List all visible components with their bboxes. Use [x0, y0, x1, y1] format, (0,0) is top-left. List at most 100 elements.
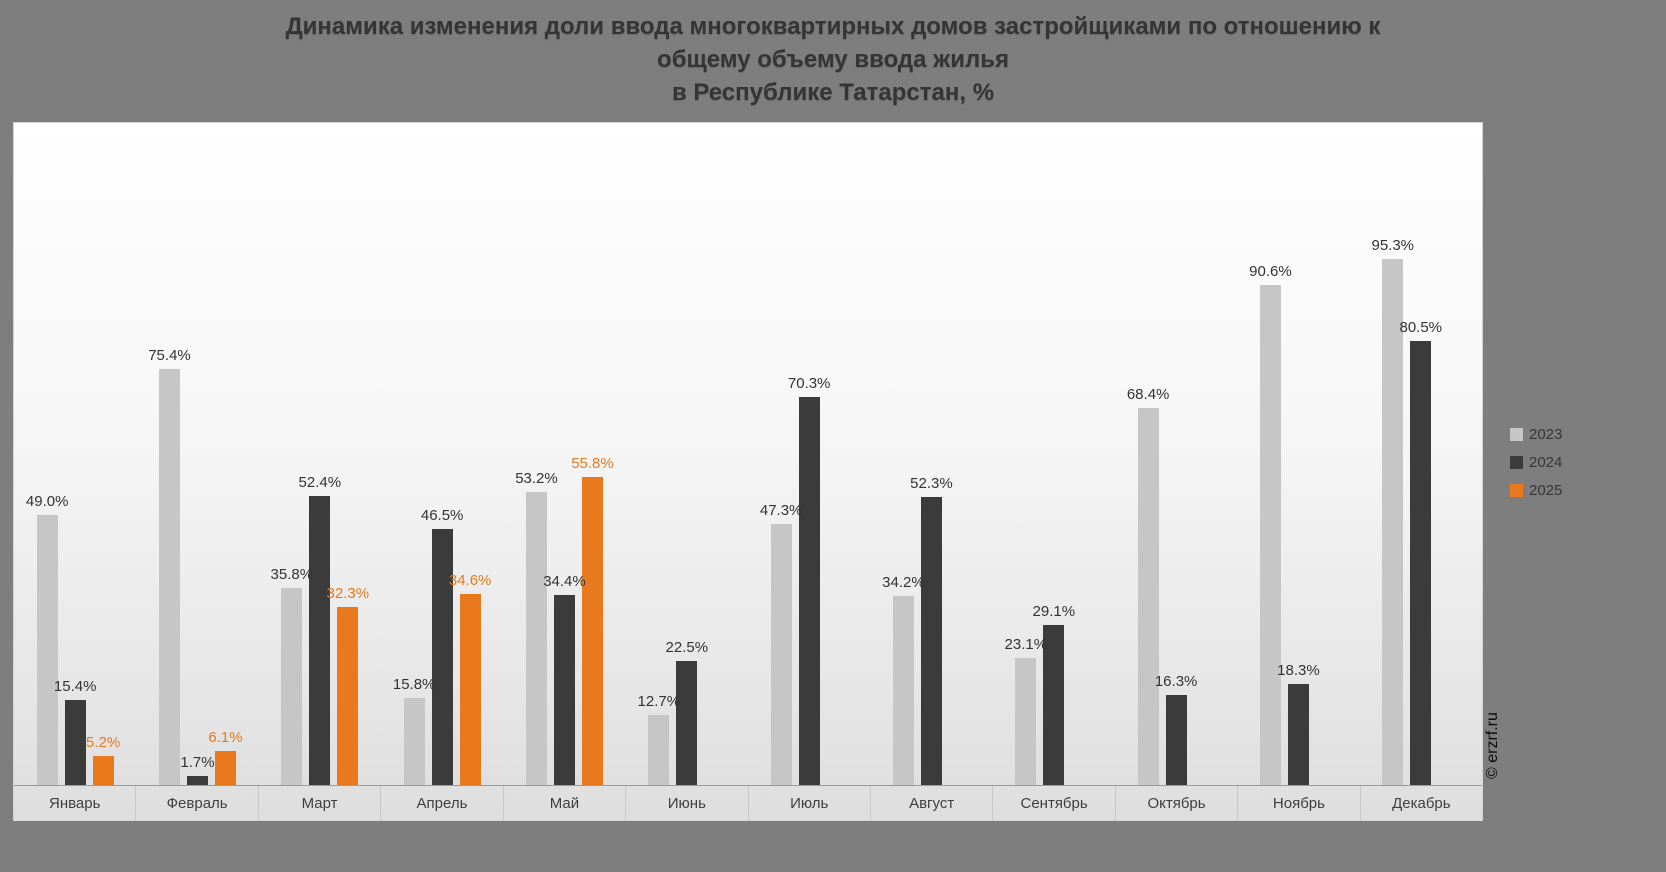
bar-2023: [1137, 407, 1159, 785]
bar-value-label: 70.3%: [787, 375, 831, 393]
bar-2024: [798, 397, 820, 785]
bar-slot: 18.3%: [1277, 123, 1320, 785]
x-axis-label: Август: [869, 786, 992, 821]
bar-2023: [1382, 259, 1404, 785]
bar-value-label: 52.3%: [910, 474, 953, 492]
bar-slot: 34.6%: [449, 123, 491, 785]
bar-slot: 35.8%: [271, 123, 313, 785]
bar-value-label: 5.2%: [86, 734, 121, 752]
category-group-Март: 35.8% 52.4% 32.3%: [259, 123, 381, 785]
bar-2023: [158, 369, 180, 785]
bar-slot: [1068, 123, 1096, 785]
bar-2024: [1410, 340, 1432, 785]
x-axis-label: Январь: [49, 795, 101, 812]
bar-2023: [648, 714, 670, 785]
x-axis-label: Сентябрь: [992, 786, 1114, 821]
bar-value-label: 12.7%: [637, 692, 681, 710]
bar-slot: 22.5%: [666, 123, 708, 785]
bar-value-label: 55.8%: [571, 455, 614, 473]
category-group-Октябрь: 68.4% 16.3%: [1115, 123, 1237, 785]
bar-value-label: 47.3%: [759, 502, 803, 520]
bar-value-label: 49.0%: [25, 492, 69, 510]
bar-value-label: 68.4%: [1126, 385, 1170, 403]
bar-value-label: 75.4%: [148, 347, 191, 364]
bar-2023: [1259, 285, 1281, 785]
bar-value-label: 1.7%: [180, 753, 215, 771]
category-group-Апрель: 15.8% 46.5% 34.6%: [381, 123, 503, 785]
x-axis-label: Декабрь: [1359, 786, 1482, 821]
bar-slot: 95.3%: [1371, 123, 1414, 785]
bar-value-label: 23.1%: [1004, 635, 1048, 653]
legend-label: 2023: [1529, 426, 1563, 443]
bar-2024: [676, 660, 698, 785]
bar-2024: [64, 700, 86, 785]
bar-value-label: 35.8%: [270, 565, 314, 583]
bar-slot: 12.7%: [638, 123, 680, 785]
bar-slot: 46.5%: [421, 123, 463, 785]
bar-value-label: 80.5%: [1399, 318, 1443, 336]
bar-slot: 70.3%: [788, 123, 830, 785]
bar-2024: [309, 495, 331, 785]
bar-2024: [186, 775, 208, 785]
legend-item-2023: 2023: [1510, 426, 1562, 443]
bar-slot: 52.4%: [299, 123, 341, 785]
x-axis-label: Май: [502, 786, 625, 821]
bar-value-label: 22.5%: [665, 638, 709, 656]
bar-slot: 55.8%: [571, 123, 614, 785]
legend-label: 2024: [1529, 454, 1563, 471]
x-axis-label: Февраль: [135, 786, 257, 821]
bar-groups: 49.0% 15.4% 5.2% 75.4% 1.7% 6.1% 35.8% 52.4% 32.…: [14, 123, 1482, 785]
bar-2023: [36, 514, 58, 785]
bar-value-label: 34.6%: [448, 572, 492, 590]
legend-swatch-icon: [1510, 456, 1523, 469]
bar-2025: [581, 477, 603, 785]
bar-value-label: 29.1%: [1032, 602, 1076, 620]
bar-slot: 15.8%: [393, 123, 435, 785]
x-axis-label: Апрель: [380, 786, 502, 821]
bar-2023: [1015, 657, 1037, 785]
legend-swatch-icon: [1510, 484, 1523, 497]
x-axis: Январь Февраль Март Апрель Май Июнь Июль Август…: [14, 785, 1482, 821]
bar-2023: [525, 491, 547, 785]
watermark: © erzrf.ru: [1484, 712, 1501, 779]
bar-value-label: 52.4%: [298, 473, 342, 491]
bar-value-label: 15.8%: [392, 675, 436, 693]
bar-value-label: 34.4%: [543, 573, 586, 591]
bar-slot: 15.4%: [54, 123, 96, 785]
chart-title-line1: Динамика изменения доли ввода многокварт…: [285, 13, 1381, 40]
bar-slot: 23.1%: [1005, 123, 1047, 785]
bar-2024: [1165, 695, 1187, 785]
bar-2024: [553, 595, 575, 785]
legend-item-2024: 2024: [1510, 454, 1562, 471]
bar-2024: [431, 528, 453, 785]
bar-slot: [701, 123, 729, 785]
bar-slot: 68.4%: [1127, 123, 1169, 785]
bar-slot: 1.7%: [180, 123, 215, 785]
x-axis-label: Июнь: [625, 786, 747, 821]
chart-title: Динамика изменения доли ввода многокварт…: [0, 10, 1666, 109]
category-group-Ноябрь: 90.6% 18.3%: [1237, 123, 1359, 785]
bar-2023: [281, 587, 303, 785]
bar-2024: [1043, 624, 1065, 785]
category-group-Декабрь: 95.3% 80.5%: [1360, 123, 1482, 785]
category-group-Июль: 47.3% 70.3%: [748, 123, 870, 785]
bar-slot: 34.4%: [543, 123, 586, 785]
category-group-Февраль: 75.4% 1.7% 6.1%: [136, 123, 258, 785]
x-axis-label: Октябрь: [1114, 786, 1237, 821]
bar-slot: [1435, 123, 1463, 785]
bar-value-label: 32.3%: [326, 584, 370, 602]
bar-slot: [945, 123, 973, 785]
bar-value-label: 15.4%: [53, 678, 97, 695]
bar-slot: 16.3%: [1155, 123, 1197, 785]
bar-slot: 75.4%: [148, 123, 191, 785]
bar-slot: 6.1%: [208, 123, 243, 785]
bar-slot: 34.2%: [882, 123, 925, 785]
bar-slot: [823, 123, 851, 785]
bar-slot: 80.5%: [1399, 123, 1442, 785]
legend-item-2025: 2025: [1510, 482, 1562, 499]
bar-2025: [92, 756, 114, 785]
bar-value-label: 18.3%: [1277, 662, 1320, 679]
bar-slot: 53.2%: [515, 123, 558, 785]
bar-slot: 5.2%: [86, 123, 121, 785]
legend-swatch-icon: [1510, 428, 1523, 441]
